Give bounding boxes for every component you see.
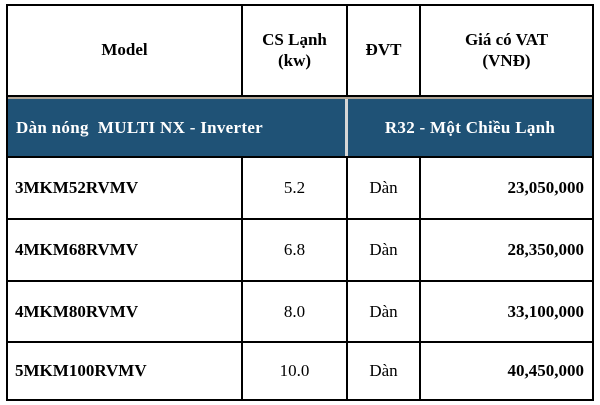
table-row: 3MKM52RVMV 5.2 Dàn 23,050,000	[8, 158, 592, 220]
cs-cell: 6.8	[243, 219, 348, 280]
price-cell: 23,050,000	[507, 178, 585, 198]
dvt-cell: Dàn	[348, 343, 421, 399]
table-header-row: Model CS Lạnh (kw) ĐVT Giá có VAT (VNĐ)	[8, 6, 592, 97]
table-row: 4MKM80RVMV 8.0 Dàn 33,100,000	[8, 281, 592, 344]
section-right-cell: R32 - Một Chiều Lạnh	[348, 99, 592, 157]
dvt-cell: Dàn	[348, 219, 421, 280]
header-cell-cs-lanh: CS Lạnh (kw)	[243, 6, 348, 95]
price-cell: 28,350,000	[507, 239, 585, 259]
model-cell: 3MKM52RVMV	[8, 158, 243, 218]
model-cell: 4MKM68RVMV	[8, 219, 243, 280]
table-row: 5MKM100RVMV 10.0 Dàn 40,450,000	[8, 343, 592, 399]
header-dvt-label: ĐVT	[365, 40, 402, 60]
header-cell-gia: Giá có VAT (VNĐ)	[421, 6, 592, 95]
section-right-label: R32 - Một Chiều Lạnh	[384, 117, 556, 137]
header-gia-unit: (VNĐ)	[482, 51, 531, 71]
header-cell-dvt: ĐVT	[348, 6, 421, 95]
header-cs-lanh-unit: (kw)	[277, 51, 312, 71]
model-cell: 5MKM100RVMV	[8, 343, 243, 399]
section-header-row: Dàn nóng MULTI NX - Inverter R32 - Một C…	[8, 96, 592, 159]
price-table: Model CS Lạnh (kw) ĐVT Giá có VAT (VNĐ) …	[6, 4, 594, 401]
table-row: 4MKM68RVMV 6.8 Dàn 28,350,000	[8, 219, 592, 282]
cs-cell: 5.2	[243, 158, 348, 218]
header-cs-lanh-label: CS Lạnh	[262, 29, 327, 49]
price-cell: 33,100,000	[507, 301, 585, 321]
header-cell-model: Model	[8, 6, 243, 95]
section-left-cell: Dàn nóng MULTI NX - Inverter	[8, 98, 348, 157]
price-cell: 40,450,000	[507, 361, 585, 381]
header-model-label: Model	[101, 40, 148, 60]
dvt-cell: Dàn	[348, 281, 421, 342]
header-gia-label: Giá có VAT	[464, 29, 549, 49]
section-left-label: Dàn nóng MULTI NX - Inverter	[16, 117, 264, 137]
model-cell: 4MKM80RVMV	[8, 281, 243, 342]
cs-cell: 10.0	[243, 343, 348, 399]
dvt-cell: Dàn	[348, 158, 421, 218]
cs-cell: 8.0	[243, 281, 348, 342]
